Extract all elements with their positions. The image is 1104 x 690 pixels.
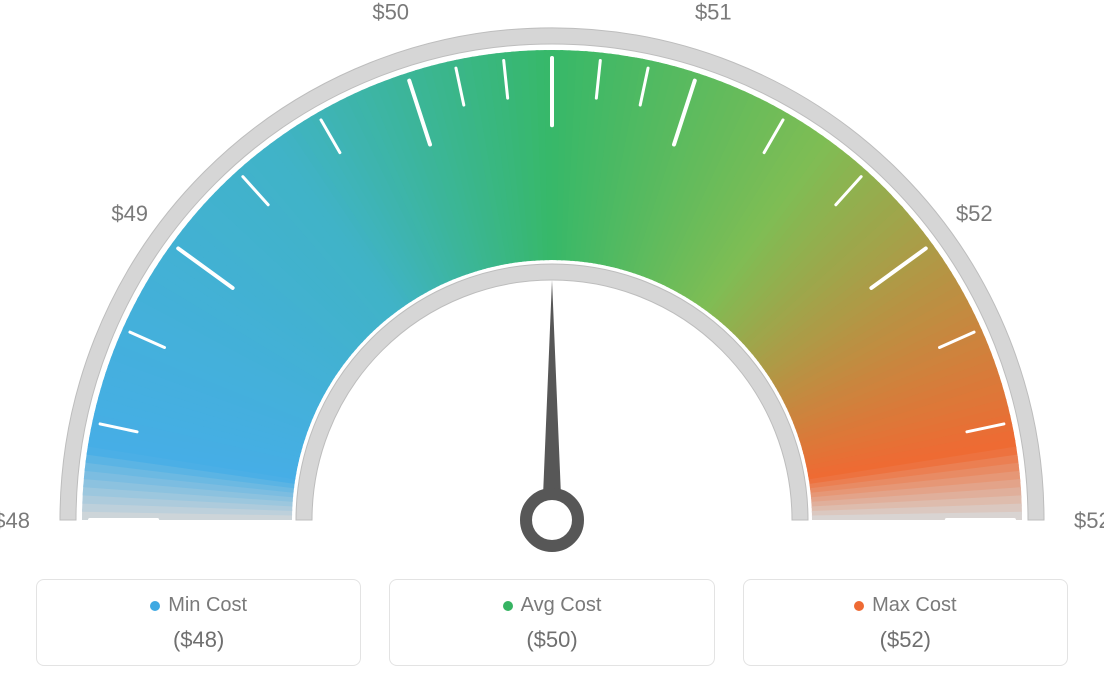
gauge-tick-label: $51 <box>695 0 732 25</box>
legend-label-max: Max Cost <box>872 594 956 617</box>
legend-card-avg: Avg Cost ($50) <box>389 579 714 666</box>
legend-value-avg: ($50) <box>400 627 703 653</box>
legend-row: Min Cost ($48) Avg Cost ($50) Max Cost (… <box>0 579 1104 666</box>
cost-gauge-chart: $48$49$50$50$51$52$52 Min Cost ($48) Avg… <box>0 0 1104 690</box>
legend-dot-max <box>854 601 864 611</box>
legend-dot-avg <box>503 601 513 611</box>
gauge-tick-label: $49 <box>111 201 148 226</box>
gauge-needle <box>542 280 562 520</box>
legend-card-max: Max Cost ($52) <box>743 579 1068 666</box>
legend-dot-min <box>150 601 160 611</box>
legend-label-min: Min Cost <box>168 594 247 617</box>
legend-label-avg: Avg Cost <box>521 594 602 617</box>
legend-value-max: ($52) <box>754 627 1057 653</box>
gauge-tick-label: $48 <box>0 508 30 533</box>
gauge-tick-label: $52 <box>1074 508 1104 533</box>
legend-card-min: Min Cost ($48) <box>36 579 361 666</box>
legend-value-min: ($48) <box>47 627 350 653</box>
gauge-tick-label: $50 <box>372 0 409 25</box>
gauge-tick-label: $52 <box>956 201 993 226</box>
gauge-needle-hub <box>526 494 578 546</box>
